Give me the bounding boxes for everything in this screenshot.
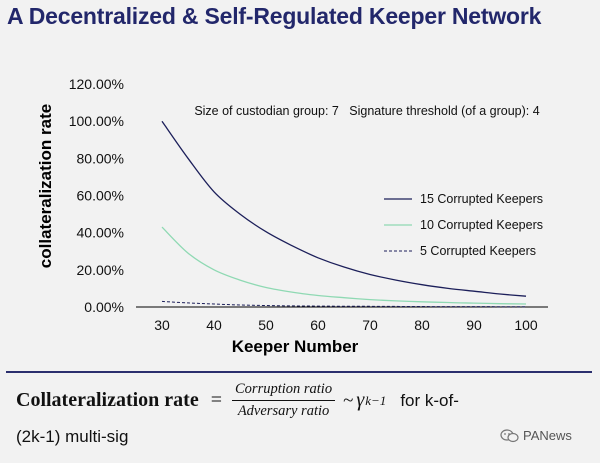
series-line-10-corrupted-keepers [161,226,527,305]
x-tick-label: 40 [206,317,222,333]
formula-numerator: Corruption ratio [232,382,336,401]
line-chart: 0.00% 20.00% 40.00% 60.00% 80.00% 100.00% 120.… [36,76,548,356]
legend-label-15-corrupted-keepers: 15 Corrupted Keepers [420,192,543,206]
chart-annotation: Size of custodian group: 7 Signature thr… [194,104,539,118]
formula-denominator: Adversary ratio [237,402,330,419]
y-tick-label: 20.00% [77,262,124,278]
x-tick-label: 60 [310,317,326,333]
x-tick-label: 80 [414,317,430,333]
series-line-15-corrupted-keepers [161,120,527,297]
x-tick-label: 100 [514,317,538,333]
formula-label: Collateralization rate [16,389,199,411]
legend-label-10-corrupted-keepers: 10 Corrupted Keepers [420,218,543,232]
formula-fraction: Corruption ratio Adversary ratio [232,382,336,419]
legend-label-5-corrupted-keepers: 5 Corrupted Keepers [420,244,536,258]
series-line-5-corrupted-keepers [161,300,526,308]
watermark-text: PANews [523,428,572,443]
formula-block: Collateralization rate = Corruption rati… [16,382,586,445]
y-tick-label: 120.00% [69,76,124,92]
chart-title: A Decentralized & Self-Regulated Keeper … [7,3,542,29]
y-tick-label: 100.00% [69,113,124,129]
formula-suffix: for k-of- [400,390,459,410]
formula-line2: (2k-1) multi-sig [16,427,129,446]
watermark: PANews [500,428,572,443]
chart-legend: 15 Corrupted Keepers 10 Corrupted Keepers… [384,192,543,258]
y-axis-label: collateralization rate [36,104,55,268]
formula-equals: = [210,389,222,411]
y-tick-label: 40.00% [77,225,124,241]
formula-approx: ~ [343,389,354,411]
x-axis-label: Keeper Number [232,337,359,356]
x-tick-label: 50 [258,317,274,333]
x-tick-label: 70 [362,317,378,333]
formula-exponent: k−1 [365,392,387,408]
y-tick-label: 60.00% [77,188,124,204]
formula-gamma: γ [356,389,365,411]
wechat-logo-icon [500,428,519,442]
x-tick-label: 30 [154,317,170,333]
x-tick-label: 90 [466,317,482,333]
y-tick-label: 0.00% [84,299,124,315]
divider-line [6,371,592,373]
y-tick-label: 80.00% [77,150,124,166]
